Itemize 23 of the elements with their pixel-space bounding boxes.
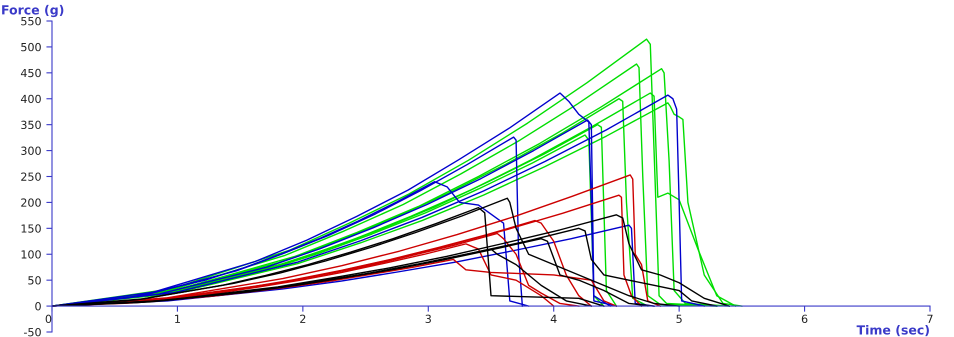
x-tick-label: 0 xyxy=(46,314,52,324)
y-tick-label: -50 xyxy=(24,328,41,336)
x-tick-label: 1 xyxy=(175,314,180,323)
y-axis-title: Force (g) xyxy=(2,4,64,18)
y-tick-label: 50 xyxy=(28,276,41,285)
y-tick-label: 100 xyxy=(22,250,41,259)
y-tick-label: 500 xyxy=(21,42,41,52)
x-axis-title: Time (sec) xyxy=(856,324,929,336)
y-tick-label: 0 xyxy=(35,302,41,310)
x-tick-label: 4 xyxy=(550,314,557,323)
x-tick-label: 3 xyxy=(426,314,431,324)
x-tick-label: 5 xyxy=(676,314,682,324)
y-tick-label: 150 xyxy=(22,224,41,233)
y-tick-label: 450 xyxy=(20,68,41,78)
y-tick-label: 350 xyxy=(21,120,41,130)
x-tick-label: 2 xyxy=(300,314,306,323)
y-tick-label: 250 xyxy=(21,172,41,181)
y-tick-label: 300 xyxy=(21,146,41,155)
x-tick-label: 7 xyxy=(927,314,933,323)
x-tick-label: 6 xyxy=(802,314,808,324)
y-tick-label: 550 xyxy=(21,16,41,26)
y-tick-label: 400 xyxy=(20,94,41,104)
y-tick-label: 200 xyxy=(21,198,41,207)
